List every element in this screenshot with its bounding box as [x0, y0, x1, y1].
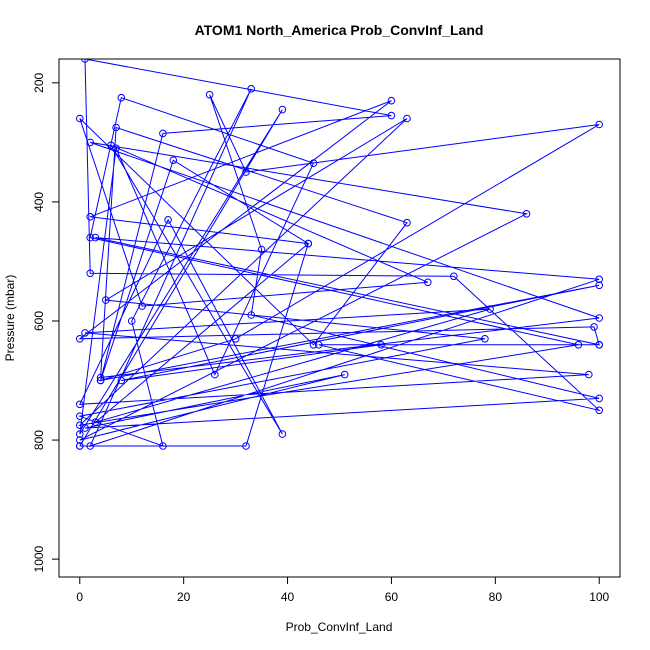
data-point — [574, 341, 583, 349]
data-point — [159, 129, 167, 138]
data-point — [81, 59, 89, 63]
data-point — [86, 442, 94, 450]
data-point — [231, 335, 240, 343]
data-point — [340, 370, 349, 379]
data-point — [242, 168, 250, 176]
series-line — [77, 59, 601, 447]
data-point — [169, 156, 178, 164]
data-point — [86, 213, 94, 221]
data-point — [76, 442, 84, 450]
data-point — [585, 370, 593, 379]
x-axis-label: Prob_ConvInf_Land — [286, 620, 393, 634]
data-point — [76, 430, 84, 438]
data-point — [481, 335, 489, 343]
data-point — [387, 111, 396, 120]
data-point — [164, 216, 172, 224]
data-point — [314, 341, 323, 349]
data-point — [309, 159, 318, 167]
data-point — [595, 314, 604, 322]
data-point — [278, 105, 287, 114]
x-axis: 0 20 40 60 80 100 — [76, 577, 610, 604]
chart-title: ATOM1 North_America Prob_ConvInf_Land — [195, 22, 484, 38]
data-point — [450, 272, 458, 281]
data-point — [76, 400, 84, 409]
data-point — [595, 341, 604, 349]
x-tick-label: 20 — [177, 590, 191, 604]
data-point — [96, 376, 105, 385]
data-point — [112, 123, 120, 132]
y-tick-label: 600 — [32, 311, 46, 331]
data-point — [377, 341, 385, 349]
data-point — [247, 311, 255, 319]
data-point — [211, 370, 219, 379]
data-point — [102, 296, 110, 304]
data-point — [424, 278, 432, 287]
data-point — [76, 421, 84, 430]
data-point — [76, 412, 84, 421]
y-axis: 200 400 600 800 1000 — [32, 72, 59, 572]
data-point — [278, 430, 287, 438]
data-point — [96, 373, 105, 382]
x-tick-label: 0 — [76, 590, 83, 604]
data-point — [76, 436, 84, 444]
data-point — [86, 233, 94, 242]
data-point — [595, 275, 604, 284]
data-point — [117, 376, 126, 385]
data-point — [242, 442, 250, 450]
data-point — [86, 138, 94, 147]
data-point — [387, 96, 396, 105]
data-point — [595, 394, 604, 403]
data-point — [595, 406, 604, 415]
data-point — [486, 305, 494, 313]
data-point — [86, 269, 94, 278]
data-point — [522, 210, 531, 218]
y-tick-label: 800 — [32, 430, 46, 450]
y-tick-label: 200 — [32, 72, 46, 92]
data-point — [590, 323, 598, 331]
data-point — [76, 114, 84, 123]
x-tick-label: 100 — [589, 590, 609, 604]
data-point — [304, 239, 313, 248]
data-point — [247, 85, 255, 93]
data-point — [159, 442, 167, 450]
x-tick-label: 40 — [281, 590, 295, 604]
plot-area-frame — [58, 58, 621, 578]
data-point — [309, 341, 318, 349]
data-point — [205, 90, 214, 99]
data-point — [76, 335, 84, 343]
data-point — [117, 93, 126, 102]
data-point — [403, 218, 411, 227]
x-tick-label: 80 — [489, 590, 503, 604]
y-tick-label: 400 — [32, 192, 46, 212]
series-layer — [76, 59, 604, 450]
x-tick-label: 60 — [385, 590, 399, 604]
data-point — [257, 245, 266, 254]
data-point — [127, 317, 136, 325]
data-point — [91, 418, 100, 427]
data-point — [91, 233, 100, 242]
data-point — [81, 329, 89, 337]
data-point — [138, 302, 146, 310]
data-point — [595, 281, 604, 290]
y-axis-label: Pressure (mbar) — [3, 275, 17, 362]
data-point — [403, 114, 411, 123]
data-point — [595, 120, 604, 129]
y-tick-label: 1000 — [32, 545, 46, 572]
data-point — [112, 144, 120, 153]
